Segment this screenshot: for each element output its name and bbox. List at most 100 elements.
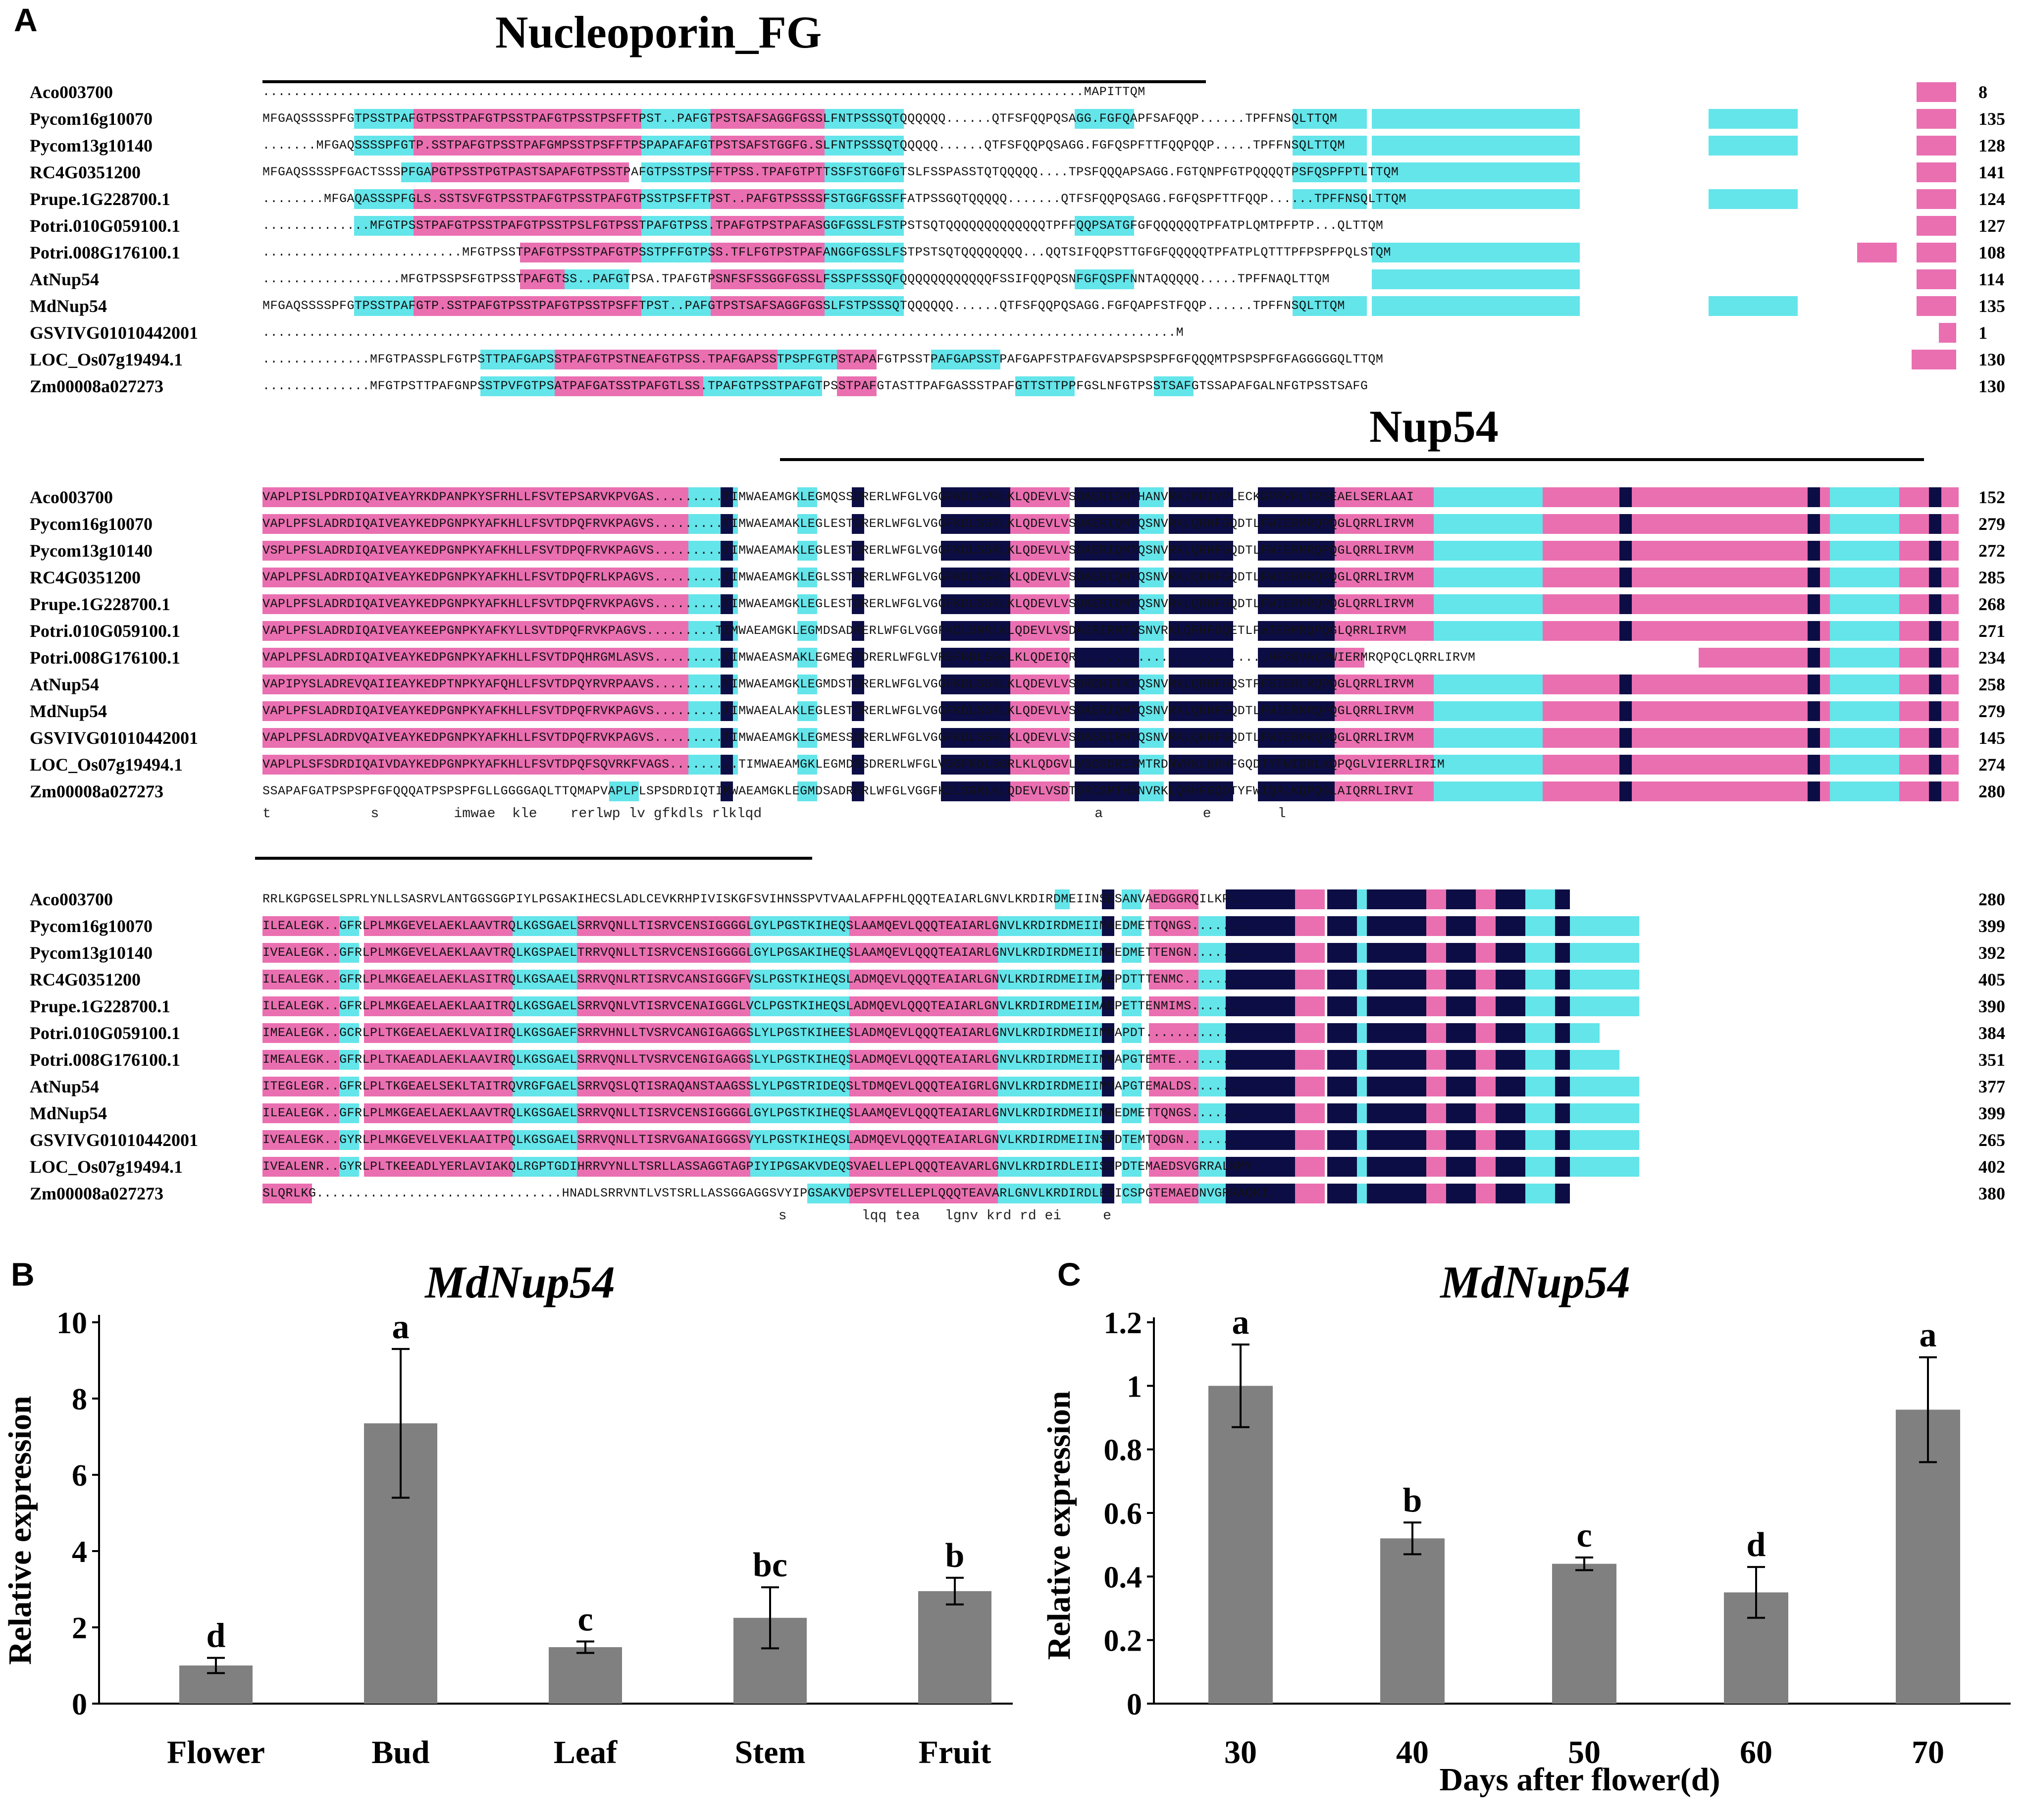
- significance-label: a: [392, 1308, 410, 1346]
- sequence-end-position: 285: [1978, 568, 2005, 587]
- sequence-end-position: 279: [1978, 701, 2005, 721]
- significance-label: a: [1920, 1316, 1937, 1354]
- sequence-residues: VAPLPFSLADRDIQAIVEAYKEDPGNPKYAFKHLLFSVTD…: [262, 650, 1476, 665]
- x-tick-label: Fruit: [919, 1734, 991, 1770]
- chart-c: MdNup54 Relative expression 0 0.2 0.4 0.6 0.…: [1041, 1257, 2011, 1798]
- shading-track: [262, 970, 1956, 989]
- sequence-name: Potri.008G176100.1: [30, 648, 180, 668]
- alignment-row: GSVIVG01010442001 VAPLPFSLADRDVQAIVEAYKED…: [30, 726, 2005, 750]
- sequence-end-position: 124: [1978, 189, 2005, 209]
- shading-track: [262, 728, 1959, 748]
- significance-label: c: [577, 1600, 593, 1638]
- y-tick-label: 0: [72, 1688, 87, 1721]
- sequence-residues: MFGAQSSSSPFGTPSSTPAFGTP.SSTPAFGTPSSTPAFG…: [262, 299, 1345, 313]
- shading-track: [262, 996, 1956, 1016]
- sequence-end-position: 128: [1978, 136, 2005, 156]
- domain-bar-nup54-start: [780, 458, 1924, 461]
- sequence-name: LOC_Os07g19494.1: [30, 1157, 183, 1177]
- sequence-name: Potri.008G176100.1: [30, 243, 180, 262]
- domain-bar-nucleoporin: [262, 80, 1206, 83]
- sequence-end-position: 384: [1978, 1023, 2005, 1043]
- x-tick-label: Leaf: [554, 1734, 618, 1770]
- sequence-name: GSVIVG01010442001: [30, 728, 199, 748]
- sequence-end-position: 351: [1978, 1050, 2005, 1070]
- sequence-residues: VAPLPFSLADRDIQAIVEAYKEDPGNPKYAFKHLLFSVTD…: [262, 517, 1414, 531]
- shading-track: [262, 109, 1956, 129]
- y-tick-label: 6: [72, 1459, 87, 1493]
- x-tick-label: Stem: [735, 1734, 806, 1770]
- significance-label: b: [945, 1537, 965, 1575]
- y-tick-label: 0.8: [1104, 1434, 1143, 1467]
- significance-label: bc: [753, 1546, 787, 1584]
- sequence-end-position: 271: [1978, 621, 2005, 641]
- shading-track: [262, 323, 1956, 343]
- sequence-residues: ILEALEGK..GFRLPLMKGEAELAEKLASITRQLKGSAAE…: [262, 972, 1238, 987]
- sequence-name: Aco003700: [30, 889, 113, 909]
- sequence-residues: ..............MFGTPSSTPAFGTPSSTPAFGTPSST…: [262, 218, 1384, 233]
- y-tick-label: 8: [72, 1383, 87, 1416]
- sequence-residues: ..................MFGTPSSPSFGTPSSTPAFGTS…: [262, 272, 1330, 286]
- sequence-end-position: 114: [1978, 269, 2005, 289]
- sequence-name: Pycom16g10070: [30, 109, 153, 129]
- chart-b-ylabel: Relative expression: [2, 1396, 38, 1664]
- x-tick-label: 30: [1224, 1734, 1257, 1770]
- sequence-residues: ........MFGAQASSSPFGLS.SSTSVFGTPSSTPAFGT…: [262, 192, 1406, 206]
- y-tick-label: 0.6: [1104, 1497, 1143, 1531]
- sequence-name: Pycom16g10070: [30, 916, 153, 936]
- sequence-end-position: 8: [1978, 82, 1987, 102]
- x-tick-label: 70: [1912, 1734, 1944, 1770]
- sequence-name: GSVIVG01010442001: [30, 323, 199, 343]
- x-tick-label: Flower: [167, 1734, 265, 1770]
- alignment-row: AtNup54 ITEGLEGR..GFRLPLTKGEAELSEKLTAITRQ…: [30, 1075, 2005, 1098]
- sequence-name: RC4G0351200: [30, 568, 141, 587]
- chart-b-title: MdNup54: [424, 1257, 615, 1307]
- sequence-end-position: 399: [1978, 916, 2005, 936]
- sequence-name: Pycom16g10070: [30, 514, 153, 534]
- bar: [1380, 1538, 1445, 1704]
- domain-bar-nup54-end: [255, 857, 812, 860]
- alignment-row: MdNup54 ILEALEGK..GFRLPLMKGEAELAEKLAAVTRQ…: [30, 1101, 2005, 1125]
- sequence-end-position: 268: [1978, 594, 2005, 614]
- shading-track: [262, 1050, 1956, 1070]
- alignment-row: LOC_Os07g19494.1 VAPLPLSFSDRDIQAIVDAYKEDP…: [30, 753, 2005, 777]
- bar: [1552, 1563, 1616, 1704]
- shading-track: [262, 701, 1959, 721]
- y-tick-label: 0: [1127, 1688, 1142, 1721]
- sequence-end-position: 402: [1978, 1157, 2005, 1177]
- bar: [918, 1591, 991, 1704]
- x-tick-label: Bud: [371, 1734, 429, 1770]
- alignment-row: Potri.008G176100.1 IMEALEGK..GFRLPLTKAEAD…: [30, 1048, 2005, 1072]
- significance-label: a: [1232, 1303, 1249, 1342]
- sequence-end-position: 141: [1978, 162, 2005, 182]
- chart-c-title: MdNup54: [1439, 1257, 1630, 1307]
- y-tick-label: 10: [56, 1306, 87, 1340]
- shading-track: [262, 594, 1959, 614]
- consensus-line: t s imwae kle rerlwp lv gfkdls rlklqd a …: [262, 806, 1286, 822]
- shading-track: [262, 1130, 1956, 1150]
- consensus-line: s lqq tea lgnv krd rd ei e: [262, 1208, 1111, 1224]
- alignment-row: Pycom16g10070 VAPLPFSLADRDIQAIVEAYKEDPGNP…: [30, 512, 2005, 536]
- shading-track: [262, 1184, 1956, 1203]
- shading-track: [262, 269, 1956, 289]
- alignment-row: Zm00008a027273 SLQRLKG...................…: [30, 1182, 2005, 1205]
- sequence-name: Prupe.1G228700.1: [30, 996, 170, 1016]
- shading-track: [262, 296, 1956, 316]
- sequence-name: AtNup54: [30, 675, 100, 694]
- alignment-row: Prupe.1G228700.1 VAPLPFSLADRDIQAIVEAYKEDP…: [30, 592, 2005, 616]
- shading-track: [262, 189, 1956, 209]
- sequence-end-position: 380: [1978, 1184, 2005, 1203]
- sequence-end-position: 279: [1978, 514, 2005, 534]
- alignment-row: Pycom13g10140 IVEALEGK..GFRLPLMKGEVELAEKL…: [30, 941, 2005, 965]
- sequence-end-position: 405: [1978, 970, 2005, 989]
- chart-b: MdNup54 Relative expression 0 2 4 6 8 10 d Flo…: [2, 1257, 1013, 1770]
- sequence-residues: ..............MFGTPASSPLFGTPSTTPAFGAPSST…: [262, 352, 1384, 366]
- sequence-residues: ITEGLEGR..GFRLPLTKGEAELSEKLTAITRQVRGFGAE…: [262, 1079, 1238, 1093]
- sequence-end-position: 108: [1978, 243, 2005, 262]
- shading-track: [262, 648, 1959, 668]
- sequence-name: Prupe.1G228700.1: [30, 189, 170, 209]
- sequence-residues: ..............MFGTPSTTPAFGNPSSTPVFGTPSAT…: [262, 379, 1368, 393]
- sequence-residues: VAPLPISLPDRDIQAIVEAYRKDPANPKYSFRHLLFSVTE…: [262, 490, 1414, 504]
- alignment-row: RC4G0351200 ILEALEGK..GFRLPLMKGEAELAEKLAS…: [30, 968, 2005, 991]
- alignment-row: Potri.008G176100.1 VAPLPFSLADRDIQAIVEAYKE…: [30, 646, 2005, 670]
- significance-label: b: [1403, 1481, 1422, 1519]
